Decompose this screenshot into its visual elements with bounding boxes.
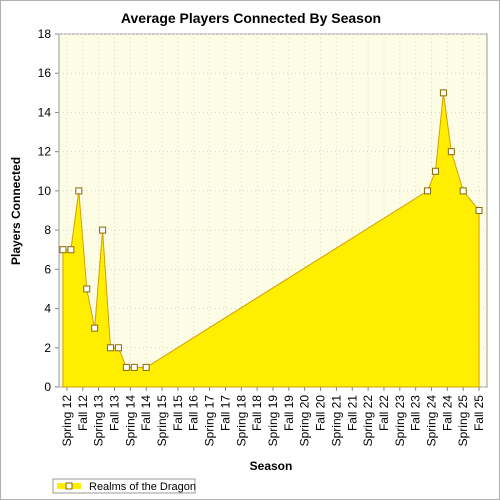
x-tick-label: Spring 23 <box>393 395 407 447</box>
data-point <box>130 363 138 371</box>
x-tick-label: Spring 24 <box>425 395 439 447</box>
data-point <box>475 207 483 214</box>
data-point <box>75 187 83 195</box>
legend: Realms of the Dragon <box>52 478 196 494</box>
data-point <box>114 344 122 352</box>
x-tick-label: Fall 18 <box>250 395 264 431</box>
x-tick-label: Fall 12 <box>76 395 90 431</box>
y-tick-label: 16 <box>38 66 52 80</box>
data-point <box>122 363 130 371</box>
data-point <box>142 363 150 371</box>
x-tick-label: Spring 14 <box>123 395 137 447</box>
x-tick-label: Spring 22 <box>361 395 375 447</box>
data-point <box>83 285 91 293</box>
y-tick-label: 12 <box>38 145 52 159</box>
x-tick-label: Spring 17 <box>203 395 217 447</box>
data-point <box>431 167 439 175</box>
x-tick-label: Fall 19 <box>282 395 296 431</box>
data-point <box>59 246 67 254</box>
y-tick-label: 10 <box>38 184 52 198</box>
x-tick-label: Spring 12 <box>60 395 74 447</box>
x-tick-label: Fall 24 <box>440 395 454 431</box>
data-point <box>107 344 115 352</box>
x-tick-label: Spring 21 <box>329 395 343 447</box>
y-axis-ticks: 0 2 4 6 8 10 12 14 16 18 <box>38 27 59 394</box>
chart-title: Average Players Connected By Season <box>121 10 381 26</box>
series-area <box>62 92 480 388</box>
y-tick-label: 0 <box>44 380 51 394</box>
x-tick-label: Fall 20 <box>314 395 328 431</box>
data-point <box>91 324 99 332</box>
x-tick-label: Spring 13 <box>92 395 106 447</box>
x-axis-title: Season <box>250 459 293 473</box>
x-tick-label: Fall 17 <box>218 395 232 431</box>
y-tick-label: 6 <box>44 262 51 276</box>
y-tick-label: 8 <box>44 223 51 237</box>
x-tick-label: Fall 22 <box>377 395 391 431</box>
y-tick-label: 4 <box>44 302 51 316</box>
legend-label: Realms of the Dragon <box>89 481 196 493</box>
series-markers <box>59 89 483 371</box>
x-tick-label: Fall 14 <box>139 395 153 431</box>
x-tick-label: Fall 25 <box>472 395 486 431</box>
data-point <box>99 226 107 234</box>
data-point <box>447 148 455 156</box>
x-tick-label: Spring 18 <box>234 395 248 447</box>
x-tick-label: Fall 16 <box>187 395 201 431</box>
y-tick-label: 2 <box>44 341 51 355</box>
x-tick-label: Spring 25 <box>456 395 470 447</box>
x-tick-label: Fall 21 <box>345 395 359 431</box>
x-tick-label: Spring 15 <box>155 395 169 447</box>
legend-marker <box>65 482 73 490</box>
data-point <box>424 187 432 195</box>
y-axis-title: Players Connected <box>9 157 23 265</box>
x-tick-label: Fall 13 <box>107 395 121 431</box>
x-tick-label: Spring 19 <box>266 395 280 447</box>
x-tick-label: Spring 20 <box>298 395 312 447</box>
data-point <box>67 246 75 254</box>
x-axis-ticks: Spring 12 Fall 12 Spring 13 Fall 13 Spring 1… <box>60 387 486 446</box>
x-tick-label: Fall 23 <box>409 395 423 431</box>
data-point <box>439 89 447 97</box>
data-point <box>459 187 467 195</box>
legend-box <box>52 478 196 494</box>
x-tick-label: Fall 15 <box>171 395 185 431</box>
y-tick-label: 14 <box>38 105 52 119</box>
y-tick-label: 18 <box>38 27 52 41</box>
